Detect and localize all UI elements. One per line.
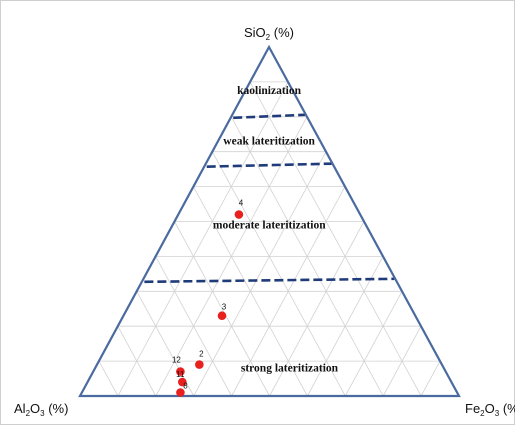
- ternary-grid: [98, 81, 441, 397]
- grid-line-al2o3: [174, 221, 270, 397]
- grid-line-al2o3: [211, 151, 346, 397]
- data-point-label-2: 2: [199, 350, 204, 359]
- grid-line-fe2o3: [420, 360, 441, 397]
- zone-boundary-line: [144, 277, 395, 284]
- data-point-2: [195, 360, 204, 369]
- grid-line-al2o3: [98, 360, 119, 397]
- zone-boundary-line: [233, 113, 306, 120]
- data-point-11: [178, 377, 187, 387]
- zone-label-2: weak lateritization: [223, 136, 315, 148]
- data-point-label-8: 8: [183, 382, 188, 391]
- data-point-8: [176, 388, 185, 397]
- axis-label-left: Al2O3 (%): [14, 401, 68, 418]
- grid-line-al2o3: [155, 256, 232, 397]
- grid-line-al2o3: [249, 81, 422, 397]
- data-points: 4 3 2 12 11 8: [172, 199, 244, 397]
- zone-labels: kaolinization weak lateritization moderate…: [213, 85, 339, 374]
- zone-label-1: kaolinization: [237, 85, 302, 97]
- grid-line-fe2o3: [117, 81, 289, 397]
- grid-line-al2o3: [117, 326, 157, 397]
- zone-boundaries: [144, 113, 395, 284]
- zone-boundary-line: [206, 162, 332, 168]
- data-point-12: [176, 367, 185, 376]
- axis-label-top: SiO2 (%): [244, 25, 294, 42]
- triangle-outline: [78, 44, 461, 398]
- zone-label-3: moderate lateritization: [213, 219, 326, 231]
- axis-label-right: Fe2O3 (%: [465, 401, 515, 418]
- grid-line-fe2o3: [382, 326, 422, 397]
- grid-line-fe2o3: [193, 151, 327, 397]
- data-point-label-12: 12: [172, 356, 181, 365]
- data-point-label-11: 11: [176, 370, 185, 379]
- data-point-label-3: 3: [222, 303, 227, 312]
- data-point-label-4: 4: [239, 199, 244, 208]
- grid-line-fe2o3: [269, 221, 365, 397]
- zone-label-4: strong lateritization: [241, 363, 339, 375]
- data-point-3: [217, 311, 227, 321]
- data-point-4: [234, 210, 244, 219]
- grid-line-fe2o3: [344, 291, 403, 397]
